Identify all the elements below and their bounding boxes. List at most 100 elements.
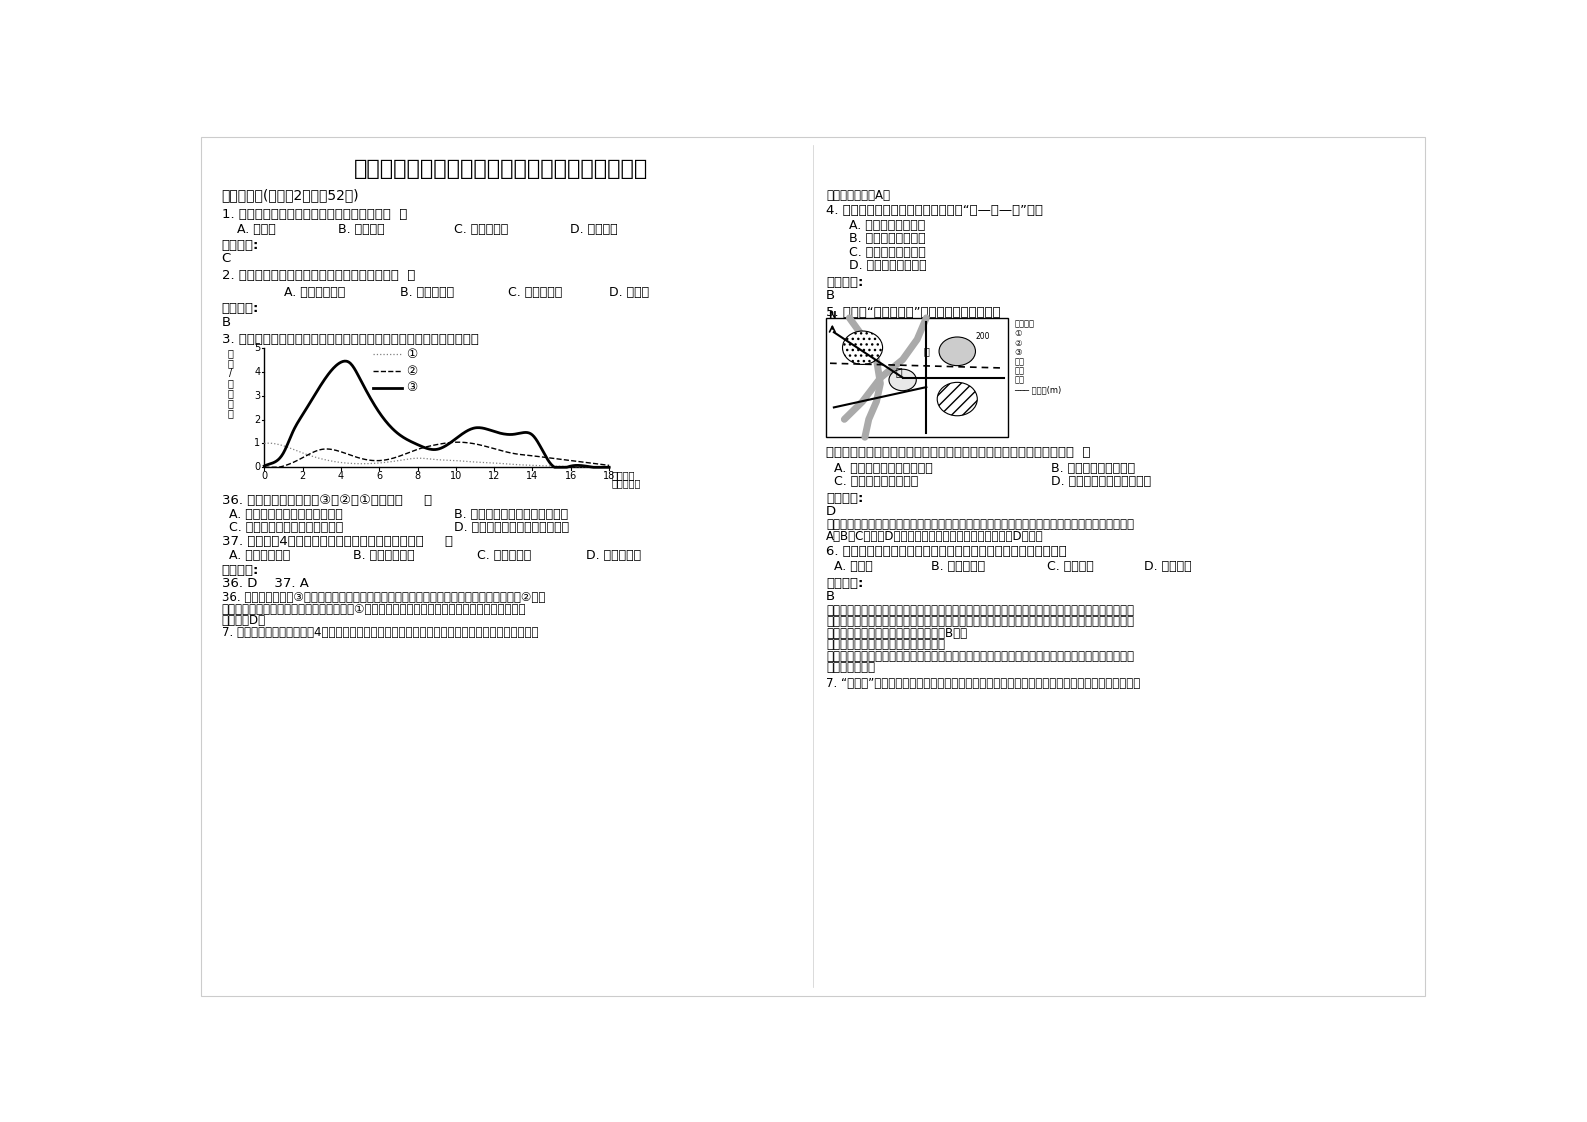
Text: D. 绝版水岸名邸，依山傍水: D. 绝版水岸名邸，依山傍水 <box>1051 475 1151 488</box>
Bar <box>827 318 1008 438</box>
Text: 试题分析：太阳直射点位于南北回归线之间移动，在南北回归线以内，一年有两次太阳直射；而在回: 试题分析：太阳直射点位于南北回归线之间移动，在南北回归线以内，一年有两次太阳直射… <box>827 604 1135 617</box>
Text: ②: ② <box>406 365 417 377</box>
Text: 方: 方 <box>229 388 233 398</box>
Text: ①: ① <box>1014 330 1022 339</box>
Text: 公路: 公路 <box>1014 367 1025 376</box>
Text: 毗邻大学，文化氛围浓厚；交通便利，四通八达；视野开阔，俯瞰全城都不是描述的自然环境，所以: 毗邻大学，文化氛围浓厚；交通便利，四通八达；视野开阔，俯瞰全城都不是描述的自然环… <box>827 518 1135 531</box>
Text: B. 地价、劳动力: B. 地价、劳动力 <box>354 549 414 562</box>
Text: D. 住宅、工业、商业及公共服务: D. 住宅、工业、商业及公共服务 <box>454 522 570 534</box>
Text: 1: 1 <box>254 439 260 449</box>
Text: 若甲处为新开发楼盘，则下列广告词中，能反映其自然环境优美的是（  ）: 若甲处为新开发楼盘，则下列广告词中，能反映其自然环境优美的是（ ） <box>827 447 1090 460</box>
Text: 参考答案:: 参考答案: <box>222 303 259 315</box>
Text: C. 北极圈上: C. 北极圈上 <box>1047 561 1093 573</box>
Text: 7. “棒棒工”是对重庆市一个特定劳动群体的称呼。他们爬坡上坎，以棍棒、绳索为劳动工具，帮人: 7. “棒棒工”是对重庆市一个特定劳动群体的称呼。他们爬坡上坎，以棍棒、绳索为劳… <box>827 677 1141 690</box>
Text: 与市中心: 与市中心 <box>611 470 635 480</box>
Text: A. 气温高: A. 气温高 <box>236 223 276 237</box>
Ellipse shape <box>938 383 978 416</box>
Text: D. 风力较大: D. 风力较大 <box>570 223 617 237</box>
Text: C. 英国、美国、巴西: C. 英国、美国、巴西 <box>849 246 927 258</box>
Text: 3. 下图为我国某城市主要功能用地面积空间变化图。读图，完成下题。: 3. 下图为我国某城市主要功能用地面积空间变化图。读图，完成下题。 <box>222 332 479 346</box>
Text: 位置分析即可。: 位置分析即可。 <box>827 661 874 674</box>
Text: 0: 0 <box>262 471 267 481</box>
Ellipse shape <box>843 331 882 365</box>
Text: B. 德国、英国、瑞士: B. 德国、英国、瑞士 <box>849 232 925 246</box>
Text: 37. 距市中心4千米附近工业发展的主要区位优势是（     ）: 37. 距市中心4千米附近工业发展的主要区位优势是（ ） <box>222 535 452 548</box>
Text: 36. D    37. A: 36. D 37. A <box>222 578 308 590</box>
Text: /: / <box>229 368 233 378</box>
Ellipse shape <box>940 337 976 366</box>
Text: D. 南回归线: D. 南回归线 <box>1144 561 1192 573</box>
Text: B. 北回归线上: B. 北回归线上 <box>930 561 986 573</box>
Text: B: B <box>827 288 835 302</box>
Text: D: D <box>827 505 836 518</box>
Text: 5: 5 <box>254 343 260 353</box>
Text: A. 市场、劳动力: A. 市场、劳动力 <box>230 549 290 562</box>
Text: 【名师点睛】本题难度低，学生只要掌握不同纬度的太阳直射点的移动情况，并主要结合我国的纬度: 【名师点睛】本题难度低，学生只要掌握不同纬度的太阳直射点的移动情况，并主要结合我… <box>827 650 1135 663</box>
Text: 4: 4 <box>254 367 260 377</box>
Bar <box>827 318 1008 438</box>
Text: 36. 读图可知，曲线③占地面积最大，应该是住宅用地；再看三条曲线的变化趋势，可以发现②曲线: 36. 读图可知，曲线③占地面积最大，应该是住宅用地；再看三条曲线的变化趋势，可… <box>222 591 544 605</box>
Text: B. 交通便利，四通八达: B. 交通便利，四通八达 <box>1051 462 1135 475</box>
Text: C. 视野开阔，俯瞰全城: C. 视野开阔，俯瞰全城 <box>833 475 919 488</box>
Text: B. 赤道低压带: B. 赤道低压带 <box>400 286 454 298</box>
Text: A、B、C都错；D区域位于两河道之间，依山傍水，选项D正确。: A、B、C都错；D区域位于两河道之间，依山傍水，选项D正确。 <box>827 530 1044 543</box>
Text: C. 商业及公共服务、工业、住宅: C. 商业及公共服务、工业、住宅 <box>230 522 344 534</box>
Text: 积: 积 <box>229 358 233 368</box>
Text: 8: 8 <box>414 471 421 481</box>
Text: 16: 16 <box>565 471 578 481</box>
Text: C: C <box>222 251 230 265</box>
Text: 5. 下图为“某城市略图”。读下图，完成下题。: 5. 下图为“某城市略图”。读下图，完成下题。 <box>827 305 1001 319</box>
Text: 平: 平 <box>229 378 233 388</box>
Text: D. 印度、中国、巴西: D. 印度、中国、巴西 <box>849 258 927 272</box>
Text: 7. 从图中的信息看距市中心4千米附近距离市中心近，住宅占面积较大，有大量的人口，有市场、劳: 7. 从图中的信息看距市中心4千米附近距离市中心近，住宅占面积较大，有大量的人口… <box>222 626 538 638</box>
Text: 6. 我国某地有一口井，一年中只有一天太阳可直射井底，该地位于: 6. 我国某地有一口井，一年中只有一天太阳可直射井底，该地位于 <box>827 545 1066 558</box>
Text: 在城市郊区占地面积最大，应该是工业区；①曲线在市中心处占地面积最大，应该为商业及公共用: 在城市郊区占地面积最大，应该是工业区；①曲线在市中心处占地面积最大，应该为商业及… <box>222 603 527 616</box>
Text: 10: 10 <box>449 471 462 481</box>
Text: 动力优势，选择A。: 动力优势，选择A。 <box>827 188 890 202</box>
Text: 2: 2 <box>300 471 306 481</box>
Text: 归线上，一年只有一次太阳直射；南北回归线以外的区域，终年没有太阳直射现象，而我国位于北半: 归线上，一年只有一次太阳直射；南北回归线以外的区域，终年没有太阳直射现象，而我国… <box>827 615 1135 628</box>
Text: A. 商业及公共服务、住宅、工业: A. 商业及公共服务、住宅、工业 <box>230 508 343 521</box>
Text: 地，选择D。: 地，选择D。 <box>222 615 265 627</box>
Text: D. 交通、地价: D. 交通、地价 <box>586 549 641 562</box>
Text: 2: 2 <box>254 414 260 424</box>
Text: 一、选择题(每小题2分，共52分): 一、选择题(每小题2分，共52分) <box>222 188 359 203</box>
Text: 米: 米 <box>229 408 233 419</box>
Text: A. 赤道上: A. 赤道上 <box>833 561 873 573</box>
Text: ②: ② <box>1014 339 1022 348</box>
Text: 河流: 河流 <box>1014 357 1025 366</box>
Text: 高等院校: 高等院校 <box>1014 320 1035 329</box>
Text: 【考点定位】太阳直射点的移动规律。: 【考点定位】太阳直射点的移动规律。 <box>827 638 946 651</box>
Text: 18: 18 <box>603 471 616 481</box>
Text: 2. 下列哪个气压带控制下的天气通常是多雨的（  ）: 2. 下列哪个气压带控制下的天气通常是多雨的（ ） <box>222 268 414 282</box>
Text: 参考答案:: 参考答案: <box>222 564 259 578</box>
Text: C. 极地东风带: C. 极地东风带 <box>508 286 563 298</box>
Text: B. 降水较少: B. 降水较少 <box>338 223 384 237</box>
Text: B: B <box>222 315 230 329</box>
Text: 千: 千 <box>229 398 233 408</box>
Text: B: B <box>827 590 835 604</box>
Text: B. 住宅、商业及公共服务、工业: B. 住宅、商业及公共服务、工业 <box>454 508 568 521</box>
Text: A. 中国、日本、巴西: A. 中国、日本、巴西 <box>849 219 925 232</box>
Text: 0: 0 <box>254 462 260 472</box>
Text: 参考答案:: 参考答案: <box>827 276 863 288</box>
Text: ③: ③ <box>1014 348 1022 357</box>
Text: 12: 12 <box>487 471 500 481</box>
Text: ①: ① <box>406 348 417 360</box>
Text: C. 人们的风俗: C. 人们的风俗 <box>454 223 508 237</box>
Text: 3: 3 <box>254 390 260 401</box>
Text: 平: 平 <box>924 347 930 357</box>
Text: 36. 该城市主要功能用地③、②、①分别是（     ）: 36. 该城市主要功能用地③、②、①分别是（ ） <box>222 494 432 507</box>
Text: 球，故该地应位于北回归线上。答案选B项。: 球，故该地应位于北回归线上。答案选B项。 <box>827 627 966 640</box>
Text: 参考答案:: 参考答案: <box>827 491 863 505</box>
Text: 1. 西亚的许多民居都是平顶的，主要原因是（  ）: 1. 西亚的许多民居都是平顶的，主要原因是（ ） <box>222 208 406 221</box>
Text: 4. 下列各组国家中，人口增长模式为“低—低—低”的是: 4. 下列各组国家中，人口增长模式为“低—低—低”的是 <box>827 204 1043 217</box>
Text: 4: 4 <box>338 471 344 481</box>
Text: N: N <box>828 311 836 320</box>
Text: A. 毗邻大学，文化氛围浓厚: A. 毗邻大学，文化氛围浓厚 <box>833 462 933 475</box>
Text: 6: 6 <box>376 471 382 481</box>
Ellipse shape <box>889 369 916 390</box>
Text: 14: 14 <box>527 471 538 481</box>
Text: C. 地价、市场: C. 地价、市场 <box>478 549 532 562</box>
Text: 参考答案:: 参考答案: <box>222 239 259 251</box>
